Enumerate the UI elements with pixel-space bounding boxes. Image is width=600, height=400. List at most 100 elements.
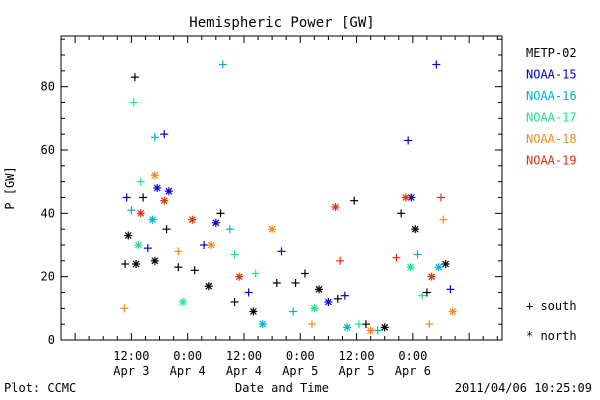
data-point [418,291,427,300]
y-axis: 0 20 40 60 80 [41,38,502,347]
data-point [139,193,148,202]
data-point [190,266,199,275]
data-point [251,269,260,278]
data-point [162,225,171,234]
data-point [350,196,359,205]
data-point [130,73,139,82]
data-point [178,298,187,306]
chart-title: Hemispheric Power [GW] [189,15,374,31]
data-point [122,193,131,202]
y-tick-label: 40 [41,206,55,220]
x-tick-label-date: Apr 5 [339,364,375,378]
footer-source: Plot: CCMC [4,381,76,395]
data-point [397,209,406,218]
data-point [404,136,413,145]
data-point [129,98,138,107]
data-point [434,263,443,272]
data-point [249,307,258,316]
x-tick-label-date: Apr 3 [113,364,149,378]
x-tick-label-date: Apr 4 [226,364,262,378]
data-point [153,184,162,192]
data-point [258,320,267,329]
data-point [432,60,441,69]
data-point [211,218,220,227]
data-point [160,196,169,205]
legend: METP-02 NOAA-15 NOAA-16 NOAA-17 NOAA-18 NOAA-… [526,46,577,343]
data-point [354,320,363,329]
data-point [300,269,309,278]
x-axis-label: Date and Time [235,381,329,395]
footer-timestamp: 2011/04/06 10:25:09 [455,381,592,395]
data-point [150,256,159,265]
data-point [268,225,277,234]
legend-entry: METP-02 [526,46,577,60]
y-tick-label: 60 [41,143,55,157]
data-point [427,272,436,281]
y-axis-label: P [GW] [3,166,17,209]
data-point [150,133,159,142]
data-point [120,304,129,313]
data-point [324,298,333,306]
marker-legend-entry: * north [526,329,577,343]
data-point [411,225,420,234]
data-point [366,326,375,335]
x-tick-label-date: Apr 6 [395,364,431,378]
data-point [174,263,183,272]
y-tick-label: 20 [41,270,55,284]
x-tick-label-time: 0:00 [173,349,202,363]
x-tick-label-time: 12:00 [226,349,262,363]
data-point [230,298,239,306]
data-point [207,241,216,249]
data-point [174,247,183,256]
data-point [160,130,169,139]
marker-legend-entry: + south [526,299,577,313]
x-tick-label-time: 0:00 [398,349,427,363]
data-point [448,307,457,316]
data-point [439,215,448,224]
data-point [373,326,382,335]
data-point [188,215,197,224]
data-point [244,288,253,297]
data-point [340,291,349,300]
data-point [216,209,225,218]
data-points [120,60,457,335]
y-tick-label: 0 [48,333,55,347]
legend-entry: NOAA-19 [526,154,577,168]
data-point [425,320,434,329]
data-point [136,177,145,186]
data-point [406,263,415,272]
legend-entry: NOAA-18 [526,132,577,146]
data-point [401,193,410,202]
data-point [361,320,370,329]
data-point [331,203,340,211]
data-point [121,260,130,268]
plot-frame [60,35,503,341]
data-point [336,256,345,265]
data-point [291,279,300,287]
data-point [218,60,227,69]
data-point [230,250,239,259]
data-point [392,253,401,262]
legend-entry: NOAA-17 [526,111,577,125]
data-point [315,285,324,294]
data-point [204,282,213,291]
x-tick-label-time: 12:00 [339,349,375,363]
data-point [235,272,244,281]
data-point [277,247,286,256]
y-tick-label: 80 [41,80,55,94]
data-point [343,323,352,332]
x-tick-label-time: 0:00 [286,349,315,363]
data-point [272,279,281,287]
data-point [422,288,431,297]
x-tick-label-date: Apr 4 [170,364,206,378]
x-tick-label-date: Apr 5 [282,364,318,378]
data-point [124,231,133,240]
data-point [132,260,141,268]
data-point [333,294,342,303]
data-point [310,304,319,313]
data-point [307,320,316,329]
data-point [446,285,455,294]
